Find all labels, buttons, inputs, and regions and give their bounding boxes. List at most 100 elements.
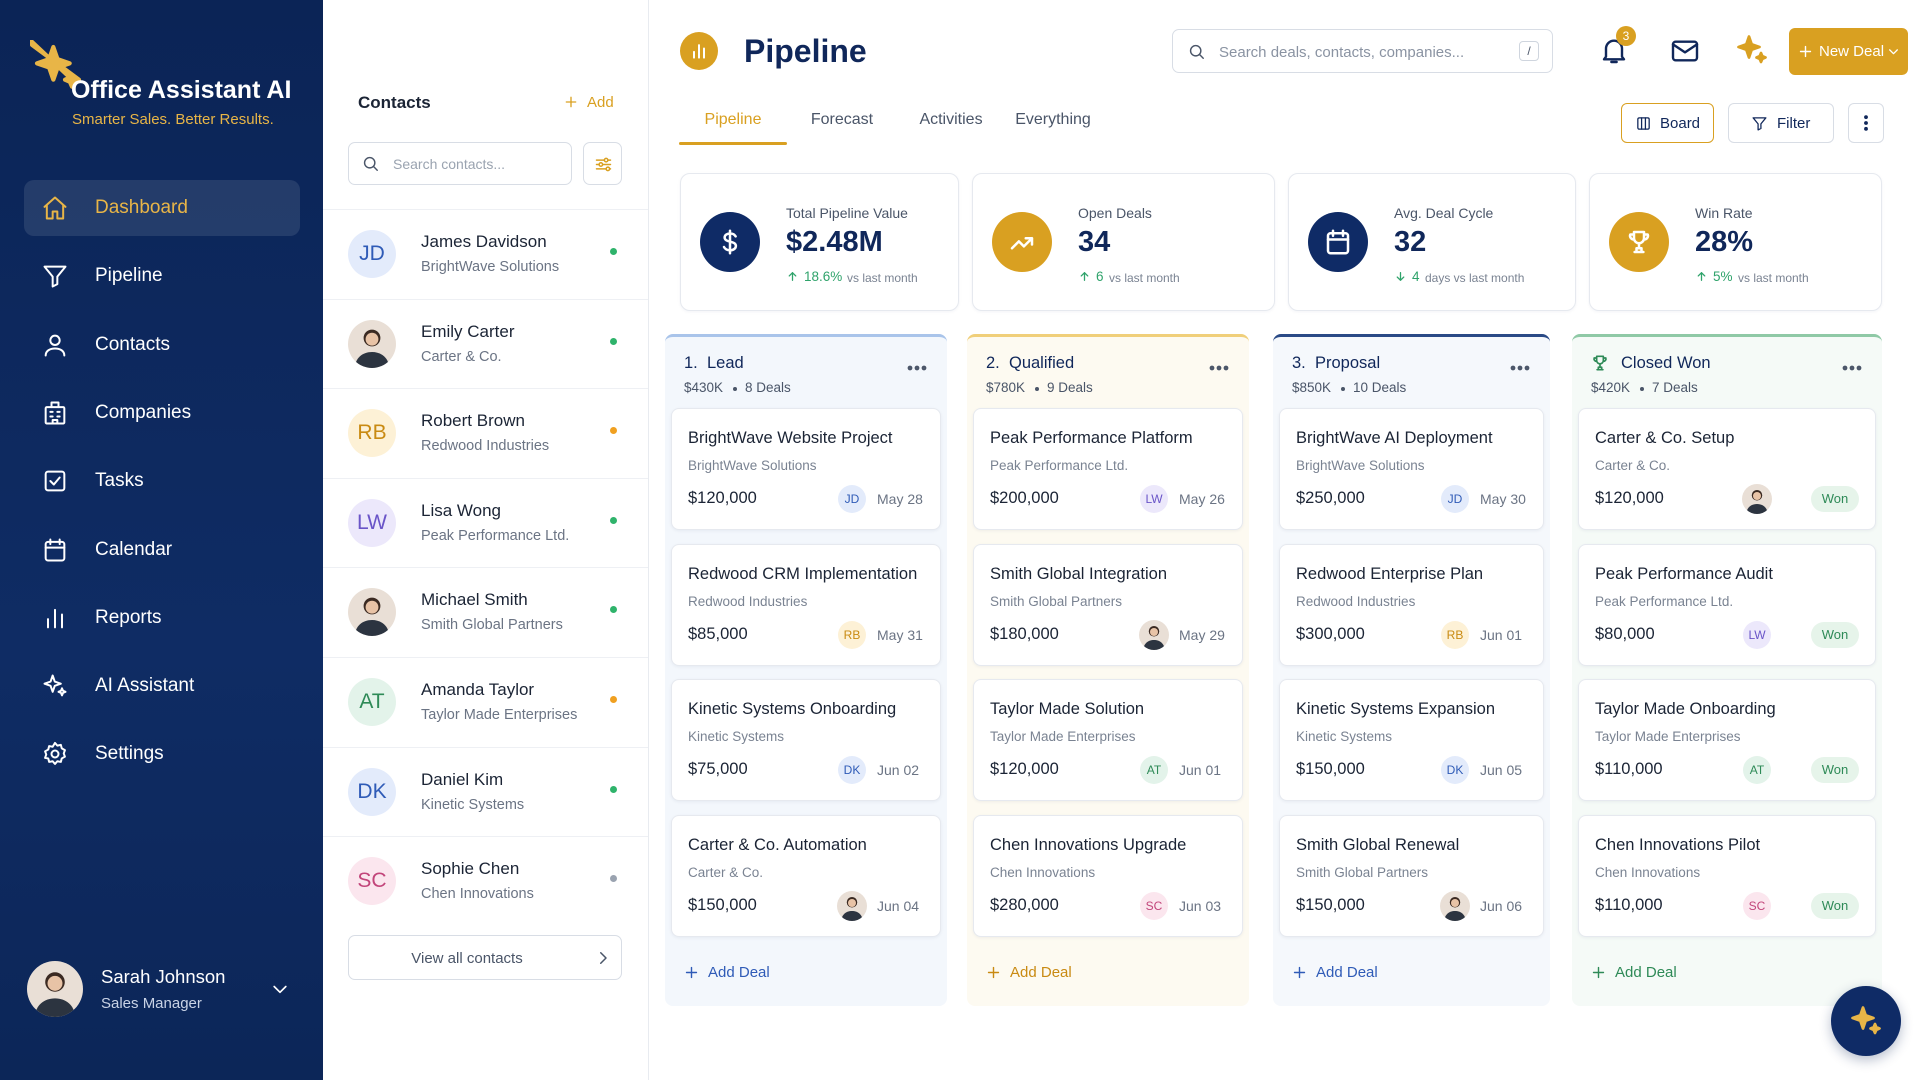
contacts-search[interactable]: Search contacts...: [348, 142, 572, 185]
nav-item[interactable]: Calendar: [24, 522, 300, 578]
new-deal-button[interactable]: New Deal: [1789, 28, 1908, 75]
brand-star-shape: [30, 40, 82, 89]
contact-row[interactable]: AT Amanda Taylor Taylor Made Enterprises: [323, 657, 648, 746]
contact-company: Taylor Made Enterprises: [421, 707, 578, 723]
deal-company: Taylor Made Enterprises: [1595, 729, 1741, 744]
filter-button[interactable]: Filter: [1728, 103, 1834, 143]
deal-card[interactable]: Carter & Co. Automation Carter & Co. $150,…: [671, 814, 941, 937]
contacts-filter[interactable]: [583, 142, 622, 185]
column-menu[interactable]: [1207, 356, 1231, 380]
nav-item[interactable]: Companies: [24, 385, 300, 441]
notifications[interactable]: 3: [1598, 26, 1636, 68]
contact-row[interactable]: DK Daniel Kim Kinetic Systems: [323, 746, 648, 836]
stat-arrow: [1394, 270, 1407, 283]
stat-change: 5%: [1713, 269, 1733, 284]
view-all-label: View all contacts: [411, 950, 523, 967]
contact-row[interactable]: RB Robert Brown Redwood Industries: [323, 388, 648, 477]
stat-icon-glyph-shape: [1010, 237, 1034, 250]
deal-date: Jun 04: [877, 897, 920, 914]
deal-card[interactable]: Chen Innovations Upgrade Chen Innovations…: [973, 814, 1243, 937]
add-deal[interactable]: Add Deal: [985, 961, 1125, 985]
contact-row[interactable]: SC Sophie Chen Chen Innovations: [323, 836, 648, 925]
contact-row[interactable]: Michael Smith Smith Global Partners: [323, 567, 648, 656]
nav-icon-shape: [43, 265, 67, 288]
deal-company: Peak Performance Ltd.: [1595, 593, 1734, 609]
assistant-fab[interactable]: [1831, 986, 1901, 1056]
global-search[interactable]: Search deals, contacts, companies... /: [1172, 29, 1553, 73]
filter-icon: [593, 154, 614, 175]
stat-note: vs last month: [1109, 271, 1180, 285]
stat-arrow-shape: [1080, 272, 1089, 281]
deal-card[interactable]: Smith Global Renewal Smith Global Partner…: [1279, 814, 1544, 937]
deal-card[interactable]: Peak Performance Audit Peak Performance L…: [1578, 543, 1876, 666]
deal-avatar: JD: [1441, 485, 1469, 513]
deal-card[interactable]: Chen Innovations Pilot Chen Innovations $1…: [1578, 814, 1876, 937]
deal-card[interactable]: Kinetic Systems Onboarding Kinetic System…: [671, 679, 941, 801]
column-count: 8 Deals: [745, 380, 791, 395]
add-deal[interactable]: Add Deal: [683, 961, 823, 985]
deal-amount: $200,000: [990, 489, 1059, 507]
nav-label: AI Assistant: [95, 675, 195, 697]
filter-icon-shape: [1752, 117, 1767, 131]
tab[interactable]: Pipeline: [673, 108, 793, 145]
contact-row[interactable]: Emily Carter Carter & Co.: [323, 298, 648, 388]
brand-tagline: Smarter Sales. Better Results.: [72, 111, 274, 128]
contact-photo-figure-shape: [355, 597, 389, 637]
nav-item[interactable]: Pipeline: [24, 248, 300, 304]
nav-icon: [41, 399, 69, 427]
deal-card[interactable]: Kinetic Systems Expansion Kinetic Systems…: [1279, 679, 1544, 801]
nav-item[interactable]: Settings: [24, 726, 300, 782]
contact-row[interactable]: JD James Davidson BrightWave Solutions: [323, 209, 648, 298]
deal-card[interactable]: Taylor Made Onboarding Taylor Made Enterp…: [1578, 679, 1876, 801]
contact-row[interactable]: LW Lisa Wong Peak Performance Ltd.: [323, 477, 648, 567]
board-button[interactable]: Board: [1621, 103, 1714, 143]
main-header: Pipeline Search deals, contacts, companie…: [649, 0, 1920, 160]
deal-card[interactable]: Smith Global Integration Smith Global Par…: [973, 543, 1243, 666]
stat-card: Total Pipeline Value $2.48M 18.6% vs last m…: [680, 173, 959, 311]
nav-icon: [41, 194, 69, 222]
add-deal-plus: [1590, 964, 1607, 981]
add-icon-shape: [565, 96, 577, 108]
add-deal[interactable]: Add Deal: [1590, 961, 1730, 985]
deal-card[interactable]: BrightWave Website Project BrightWave Sol…: [671, 408, 941, 530]
column-menu[interactable]: [1508, 356, 1532, 380]
deal-amount: $120,000: [1595, 489, 1664, 507]
add-deal[interactable]: Add Deal: [1291, 961, 1431, 985]
nav-item[interactable]: Contacts: [24, 317, 300, 373]
column-menu[interactable]: [905, 356, 929, 380]
deal-card[interactable]: Redwood Enterprise Plan Redwood Industrie…: [1279, 543, 1544, 666]
nav-icon-shape: [44, 470, 66, 492]
tab[interactable]: Forecast: [782, 108, 902, 138]
notification-badge: 3: [1616, 26, 1636, 46]
ai-icon[interactable]: [1734, 32, 1770, 68]
nav-item[interactable]: Tasks: [24, 453, 300, 509]
page-title: Pipeline: [744, 33, 867, 69]
deal-photo: [1139, 619, 1169, 650]
deal-name: Carter & Co. Setup: [1595, 429, 1735, 447]
nav-item[interactable]: AI Assistant: [24, 658, 300, 714]
more-icon: [1856, 113, 1876, 133]
nav-label: Contacts: [95, 333, 170, 355]
contacts-add[interactable]: Add: [563, 92, 623, 114]
deal-card[interactable]: Redwood CRM Implementation Redwood Indust…: [671, 543, 941, 666]
column-separator-dot: [1035, 387, 1039, 391]
deal-card[interactable]: BrightWave AI Deployment BrightWave Solut…: [1279, 408, 1544, 530]
ai-icon-shape: [1737, 35, 1767, 64]
deal-card[interactable]: Peak Performance Platform Peak Performanc…: [973, 408, 1243, 530]
deal-card[interactable]: Taylor Made Solution Taylor Made Enterpri…: [973, 679, 1243, 801]
add-deal-plus-shape: [1592, 966, 1605, 979]
contact-company: Smith Global Partners: [421, 617, 563, 634]
deal-card[interactable]: Carter & Co. Setup Carter & Co. $120,000 Wo…: [1578, 408, 1876, 530]
deal-company: Peak Performance Ltd.: [990, 458, 1129, 473]
deal-amount: $120,000: [688, 489, 757, 507]
nav-item[interactable]: Reports: [24, 590, 300, 646]
column-menu[interactable]: [1840, 356, 1864, 380]
view-all[interactable]: View all contacts: [348, 935, 622, 980]
tab[interactable]: Activities: [891, 108, 1011, 138]
search-icon: [1187, 42, 1206, 61]
tab[interactable]: Everything: [993, 108, 1113, 138]
mail-icon[interactable]: [1669, 35, 1701, 67]
deal-date: Jun 02: [877, 762, 920, 778]
more-button[interactable]: [1848, 103, 1884, 143]
nav-item[interactable]: Dashboard: [24, 180, 300, 236]
